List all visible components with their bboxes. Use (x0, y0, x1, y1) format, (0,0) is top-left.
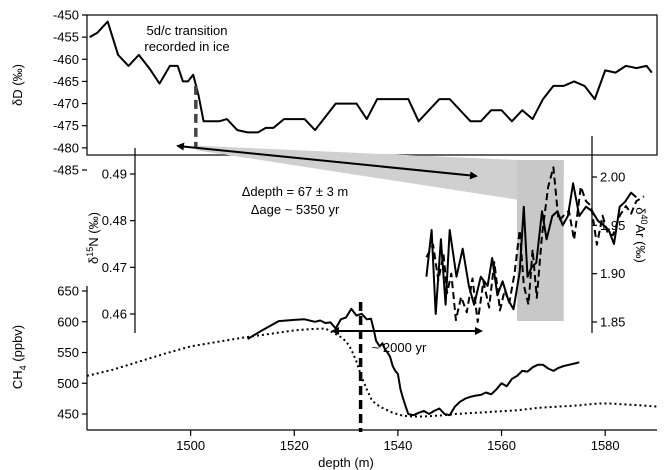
ch4-axis-ticks: 450 500 550 600 650 (57, 284, 87, 422)
tick-label: 650 (57, 284, 79, 299)
highlight-layer (195, 145, 564, 321)
tick-label: 1520 (280, 438, 309, 453)
duration-label: ~ 2000 yr (372, 340, 427, 355)
tick-label: 500 (57, 376, 79, 391)
transition-label-line1: 5d/c transition (147, 23, 228, 38)
series-layer (86, 20, 658, 432)
delta-depth-label: Δdepth = 67 ± 3 m (242, 184, 349, 199)
depth-axis-ticks: 1500 1520 1540 1560 1580 (176, 430, 620, 453)
tick-label: -470 (53, 96, 79, 111)
dD-axis-ticks: -450 -455 -460 -465 -470 -475 -480 -485 (53, 8, 87, 178)
tick-label: 1.85 (600, 315, 625, 330)
tick-label: 0.47 (102, 260, 127, 275)
tick-label: -465 (53, 74, 79, 89)
dD-axis-title: δD (‰) (10, 64, 25, 106)
d15n-axis-title: δ15N (‰) (85, 212, 101, 264)
tick-label: -475 (53, 118, 79, 133)
tick-label: 1540 (383, 438, 412, 453)
series-ch4-line (247, 307, 580, 417)
tick-label: -460 (53, 52, 79, 67)
d15n-axis-ticks: 0.46 0.47 0.48 0.49 (102, 167, 135, 322)
series-d40ar-line (425, 166, 645, 323)
tick-label: 550 (57, 345, 79, 360)
d40ar-axis-title: δ40Ar (‰) (633, 207, 649, 263)
tick-label: 0.49 (102, 167, 127, 182)
tick-label: 0.46 (102, 307, 127, 322)
tick-label: 1500 (176, 438, 205, 453)
tick-label: 1580 (591, 438, 620, 453)
depth-axis-title: depth (m) (318, 455, 374, 470)
delta-depth-arrow (176, 142, 478, 180)
tick-label: -450 (53, 8, 79, 23)
d40ar-axis-ticks: 1.851.901.952.00 (592, 170, 625, 330)
ch4-axis-title: CH4 (ppbv) (10, 325, 28, 389)
highlight-region (517, 160, 564, 321)
delta-age-label: Δage ~ 5350 yr (251, 202, 340, 217)
tick-label: 1560 (487, 438, 516, 453)
tick-label: 0.48 (102, 213, 127, 228)
tick-label: 450 (57, 407, 79, 422)
tick-label: 2.00 (600, 170, 625, 185)
tick-label: -455 (53, 30, 79, 45)
tick-label: 1.90 (600, 266, 625, 281)
tick-label: -485 (53, 163, 79, 178)
transition-label-line2: recorded in ice (144, 39, 229, 54)
series-dD-line (89, 20, 653, 134)
tick-label: 600 (57, 314, 79, 329)
tick-label: -480 (53, 140, 79, 155)
